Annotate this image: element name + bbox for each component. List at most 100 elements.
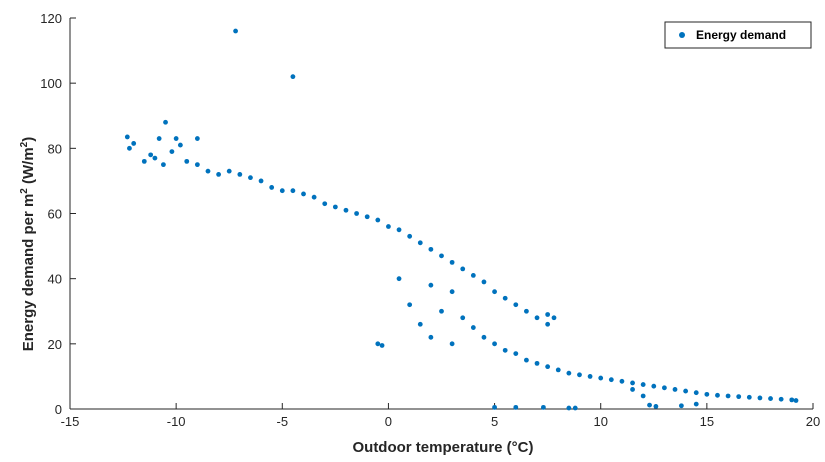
x-tick-label: -5	[277, 414, 289, 429]
data-point	[177, 142, 183, 148]
data-point	[481, 334, 487, 340]
x-tick-label: -15	[61, 414, 80, 429]
data-point	[396, 227, 402, 233]
data-point	[428, 246, 434, 252]
data-point	[290, 74, 296, 80]
data-point	[194, 162, 200, 168]
data-point	[566, 405, 572, 411]
data-point	[653, 403, 659, 409]
data-point	[513, 302, 519, 308]
data-point	[662, 385, 667, 391]
data-point	[407, 233, 413, 239]
legend-box	[664, 21, 812, 49]
data-point	[364, 214, 370, 220]
legend-marker-energy-demand	[679, 32, 685, 38]
data-point	[470, 325, 476, 330]
data-point	[492, 404, 497, 410]
data-point	[311, 194, 317, 200]
y-tick-label: 0	[55, 402, 62, 417]
data-point	[608, 377, 614, 383]
y-tick-label: 120	[40, 11, 62, 26]
y-axis-title: Energy demand per m2 (W/m2)	[19, 137, 37, 352]
data-point	[715, 392, 720, 398]
data-point	[736, 394, 742, 400]
data-point	[587, 374, 593, 379]
data-point	[379, 343, 385, 348]
data-point	[577, 372, 582, 378]
data-points	[124, 28, 799, 411]
data-point	[481, 279, 487, 285]
data-point	[216, 172, 222, 177]
x-tick-label: 20	[806, 414, 820, 429]
data-point	[269, 185, 275, 190]
data-point	[492, 341, 497, 347]
axes	[69, 17, 814, 410]
legend: Energy demand	[664, 21, 812, 49]
data-point	[524, 357, 529, 363]
data-point	[502, 295, 508, 301]
x-tick-label: 5	[491, 414, 498, 429]
x-tick-label: 0	[385, 414, 392, 429]
data-point	[551, 315, 557, 321]
data-point	[693, 390, 699, 396]
data-point	[513, 404, 519, 410]
x-tick-label: 10	[593, 414, 607, 429]
data-point	[704, 391, 710, 397]
data-point	[678, 403, 684, 409]
data-point	[540, 404, 546, 410]
y-tick-label: 60	[48, 207, 62, 222]
data-point	[428, 334, 434, 340]
data-point	[598, 375, 604, 381]
data-point	[386, 224, 391, 229]
data-point	[566, 370, 572, 376]
data-point	[290, 188, 296, 194]
data-point	[619, 378, 625, 384]
data-point	[169, 149, 175, 154]
data-point	[524, 308, 529, 314]
data-point	[640, 393, 646, 399]
data-point	[131, 141, 137, 146]
y-axis-title-part: Energy demand per m	[20, 194, 37, 352]
data-point	[417, 321, 423, 327]
data-point	[375, 217, 381, 223]
data-point	[127, 145, 132, 151]
data-point	[545, 321, 551, 327]
data-point	[545, 364, 551, 370]
data-point	[534, 360, 540, 366]
data-point	[428, 282, 434, 288]
x-tick-label: -10	[167, 414, 186, 429]
data-point	[439, 253, 444, 259]
data-point	[449, 341, 455, 347]
data-point	[534, 315, 540, 321]
data-point	[258, 178, 264, 184]
data-point	[630, 380, 635, 386]
data-point	[375, 341, 381, 347]
y-axis-title-superscript: 2	[19, 141, 30, 147]
data-point	[226, 168, 232, 174]
data-point	[439, 308, 444, 314]
data-point	[354, 211, 359, 216]
data-point	[407, 302, 413, 308]
data-point	[672, 387, 678, 392]
data-point	[693, 401, 699, 407]
data-point	[640, 382, 646, 387]
y-tick-label: 80	[48, 141, 62, 156]
tick-labels: -15 -10 -5 0 5 10 15 20 0 20 40 60 80 100 120	[40, 11, 820, 429]
data-point	[651, 383, 657, 389]
y-tick-label: 40	[48, 272, 62, 287]
data-point	[725, 393, 731, 399]
data-point	[332, 204, 338, 210]
data-point	[237, 172, 243, 177]
data-point	[124, 134, 130, 140]
data-point	[789, 397, 795, 403]
data-point	[757, 395, 763, 401]
data-point	[322, 201, 328, 207]
data-point	[647, 402, 652, 408]
data-point	[449, 289, 455, 295]
data-point	[163, 119, 168, 125]
data-point	[793, 398, 799, 403]
data-point	[152, 155, 158, 161]
data-point	[194, 136, 200, 141]
data-point	[205, 168, 211, 174]
